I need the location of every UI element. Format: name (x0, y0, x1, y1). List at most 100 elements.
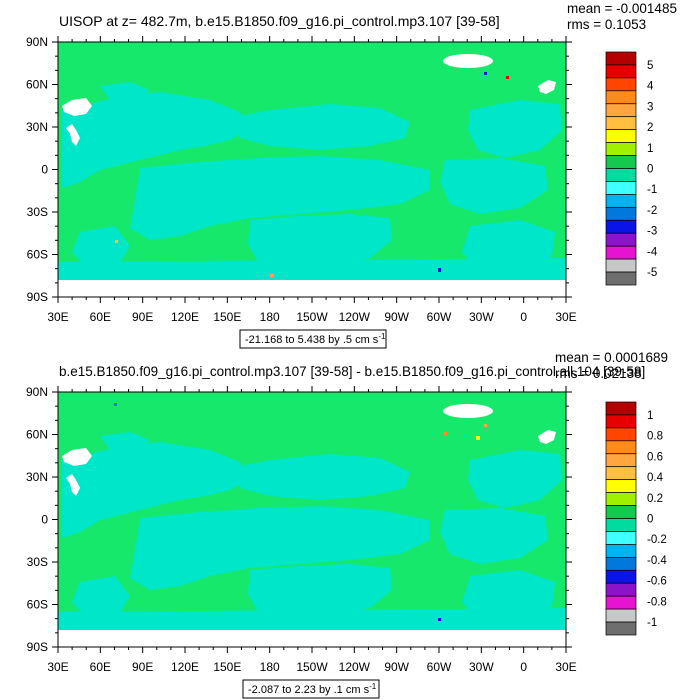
x-tick-label: 150E (213, 660, 241, 674)
colorbar-swatch (605, 51, 637, 66)
panel-1-antarctica (58, 280, 566, 297)
panel-1-title: UISOP at z= 482.7m, b.e15.B1850.f09_g16.… (59, 13, 500, 29)
x-tick-label: 60E (90, 310, 111, 324)
panel-1-range-box: -21.168 to 5.438 by .5 cm s-1 (239, 329, 387, 349)
colorbar-label: 0.8 (647, 431, 663, 443)
panel-1-small-land-b (66, 124, 80, 146)
x-tick-label: 120W (339, 310, 371, 324)
panel-2-y-axis: 90N 60N 30N 0 30S 60S 90S (26, 385, 572, 654)
colorbar-label: 5 (647, 60, 653, 72)
colorbar-swatch (605, 492, 637, 506)
colorbar-swatch (605, 129, 637, 143)
colorbar-label: 1 (647, 143, 653, 155)
colorbar-label: 0.4 (647, 472, 664, 484)
y-tick-label: 0 (41, 513, 48, 527)
panel-1-spot-5 (506, 76, 509, 79)
y-tick-label: 30S (27, 205, 48, 219)
colorbar-swatch (605, 427, 637, 442)
panel-1-small-land-c (538, 80, 556, 94)
colorbar-swatch (605, 194, 637, 208)
y-tick-label: 30N (26, 120, 48, 134)
colorbar-swatch (605, 103, 637, 118)
x-tick-label: 90W (384, 660, 409, 674)
svg-text:-2.087 to 2.23 by .1 cm s-1: -2.087 to 2.23 by .1 cm s-1 (248, 682, 377, 696)
panel-2-greenland (443, 404, 493, 418)
colorbar-swatch (605, 219, 637, 234)
svg-text:-21.168 to 5.438 by .5 cm s-1: -21.168 to 5.438 by .5 cm s-1 (245, 332, 386, 346)
panel-2-range-exponent: -1 (369, 682, 377, 691)
colorbar-label: 4 (647, 81, 654, 93)
colorbar-label: -1 (647, 184, 657, 196)
panel-1-spot-4 (484, 72, 487, 75)
panel-2-colorbar: 1 0.8 0.6 0.4 0.2 0 -0.2 -0.4 -0.6 -0.8 -1 (605, 401, 667, 636)
x-tick-label: 150W (296, 660, 328, 674)
x-tick-label: 0 (520, 660, 527, 674)
panel-1: UISOP at z= 482.7m, b.e15.B1850.f09_g16.… (26, 1, 677, 349)
panel-1-spot-2 (438, 268, 441, 272)
x-tick-label: 30E (555, 310, 576, 324)
panel-1-negative-regions (58, 82, 566, 282)
colorbar-swatch (605, 582, 637, 597)
colorbar-swatch (605, 142, 637, 156)
panel-1-rms: rms = 0.1053 (567, 17, 646, 32)
y-tick-label: 90N (26, 385, 48, 399)
colorbar-swatch (605, 595, 637, 610)
colorbar-swatch (605, 64, 637, 79)
panel-2-rms: rms = 0.02138 (555, 366, 642, 381)
x-tick-label: 180 (260, 310, 280, 324)
colorbar-swatch (605, 155, 637, 169)
colorbar-label: 0.2 (647, 493, 663, 505)
x-tick-label: 60E (90, 660, 111, 674)
panel-2-spot-3 (438, 618, 441, 621)
y-tick-label: 0 (41, 163, 48, 177)
panel-2-range-label: -2.087 to 2.23 by .1 cm s (248, 684, 370, 696)
colorbar-swatch (605, 479, 637, 493)
colorbar-swatch (605, 569, 637, 584)
colorbar-swatch (605, 621, 637, 636)
x-tick-label: 90W (384, 310, 409, 324)
colorbar-label: 0.6 (647, 451, 663, 463)
x-tick-label: 30W (469, 310, 494, 324)
colorbar-swatch (605, 181, 637, 195)
y-tick-label: 90S (27, 290, 48, 304)
panel-1-greenland (443, 54, 493, 68)
y-tick-label: 60N (26, 428, 48, 442)
colorbar-swatch (605, 556, 637, 571)
y-tick-label: 30S (27, 555, 48, 569)
panel-2-negative-regions (58, 432, 566, 632)
colorbar-swatch (605, 232, 637, 247)
colorbar-swatch (605, 258, 637, 273)
x-tick-label: 120E (171, 310, 199, 324)
panel-2-x-axis: 30E 60E 90E 120E 150E 180 150W 120W 90W 60W 30W 0 30… (47, 386, 577, 674)
panel-1-y-axis: 90N 60N 30N 0 30S 60S 90S (26, 35, 572, 304)
x-tick-label: 90E (132, 310, 153, 324)
colorbar-label: -5 (647, 267, 657, 279)
colorbar-label: 3 (647, 101, 653, 113)
x-tick-label: 180 (260, 660, 280, 674)
x-tick-label: 150W (296, 310, 328, 324)
y-tick-label: 60S (27, 248, 48, 262)
x-tick-label: 60W (427, 660, 452, 674)
colorbar-swatch (605, 466, 637, 481)
panel-1-map (58, 42, 566, 297)
colorbar-swatch (605, 544, 637, 558)
colorbar-label: -0.4 (647, 555, 667, 567)
y-tick-label: 90N (26, 35, 48, 49)
panel-2-spot-2 (484, 424, 487, 427)
y-tick-label: 60N (26, 78, 48, 92)
x-tick-label: 30E (47, 660, 68, 674)
colorbar-swatch (605, 271, 637, 286)
panel-1-mean: mean = -0.001485 (567, 1, 677, 16)
x-tick-label: 90E (132, 660, 153, 674)
panel-1-range-exponent: -1 (378, 332, 386, 341)
x-tick-label: 30E (47, 310, 68, 324)
colorbar-swatch (605, 518, 637, 532)
colorbar-swatch (605, 453, 637, 468)
x-tick-label: 120E (171, 660, 199, 674)
x-tick-label: 150E (213, 310, 241, 324)
panel-1-x-axis: 30E 60E 90E 120E 150E 180 150W 120W 90W 60W 30W 0 30… (47, 36, 577, 324)
colorbar-label: -4 (647, 246, 658, 258)
panel-2-small-land-c (538, 430, 556, 444)
colorbar-label: 1 (647, 410, 653, 422)
